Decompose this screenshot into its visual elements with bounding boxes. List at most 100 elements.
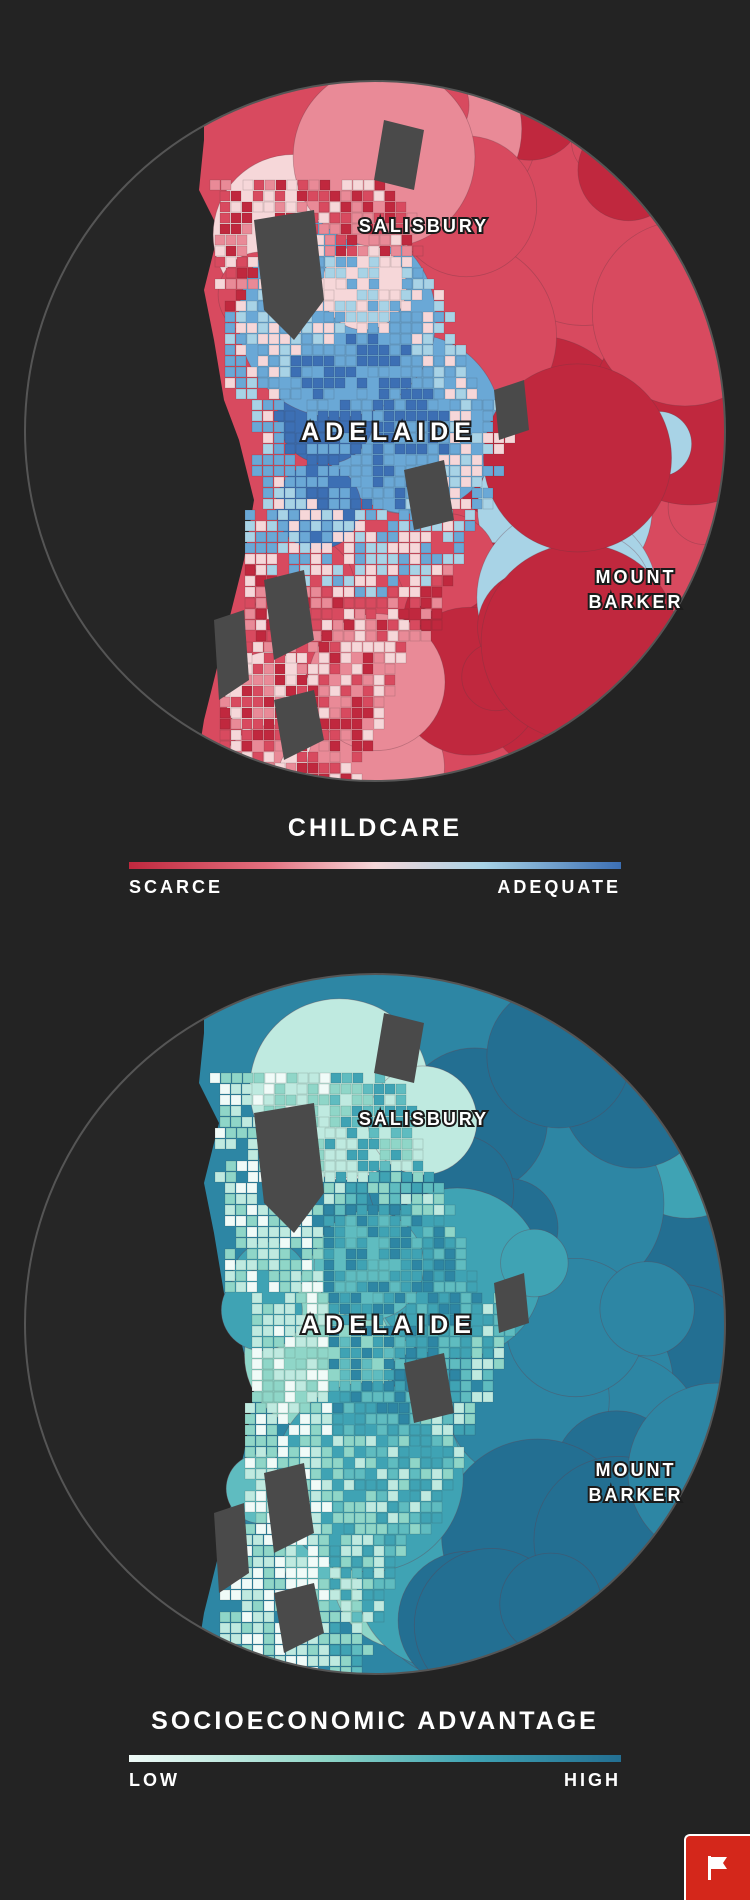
suburb-cell	[362, 729, 374, 741]
suburb-cell	[235, 300, 247, 312]
suburb-cell	[383, 1303, 395, 1315]
suburb-cell	[268, 366, 280, 378]
suburb-cell	[306, 487, 318, 499]
suburb-cell	[340, 201, 352, 213]
suburb-cell	[460, 1380, 472, 1392]
suburb-cell	[297, 179, 309, 191]
suburb-cell	[401, 245, 413, 257]
suburb-cell	[409, 531, 421, 543]
suburb-cell	[317, 1325, 329, 1337]
suburb-cell	[332, 630, 344, 642]
suburb-cell	[373, 1545, 385, 1557]
suburb-cell	[464, 1402, 476, 1414]
suburb-cell	[299, 1413, 311, 1425]
suburb-cell	[219, 1644, 231, 1656]
suburb-cell	[257, 322, 269, 334]
suburb-cell	[405, 399, 417, 411]
suburb-cell	[321, 1413, 333, 1425]
suburb-cell	[263, 1083, 275, 1095]
suburb-cell	[306, 1292, 318, 1304]
suburb-cell	[266, 1402, 278, 1414]
suburb-cell	[376, 1402, 388, 1414]
suburb-cell	[301, 366, 313, 378]
suburb-cell	[438, 410, 450, 422]
suburb-cell	[310, 597, 322, 609]
suburb-cell	[288, 1446, 300, 1458]
suburb-cell	[389, 388, 401, 400]
suburb-cell	[219, 1611, 231, 1623]
suburb-cell	[334, 1182, 346, 1194]
suburb-cell	[379, 1171, 391, 1183]
barker-label: BARKER	[588, 592, 683, 612]
legend-high-label: HIGH	[564, 1770, 621, 1790]
suburb-cell	[444, 388, 456, 400]
suburb-cell	[252, 1622, 264, 1634]
suburb-cell	[354, 1523, 366, 1535]
suburb-cell	[253, 179, 265, 191]
suburb-cell	[361, 1325, 373, 1337]
suburb-cell	[433, 388, 445, 400]
suburb-cell	[321, 597, 333, 609]
suburb-cell	[277, 509, 289, 521]
suburb-cell	[373, 1600, 385, 1612]
suburb-cell	[277, 1446, 289, 1458]
suburb-cell	[236, 278, 248, 290]
suburb-cell	[312, 1281, 324, 1293]
suburb-cell	[317, 1369, 329, 1381]
suburb-cell	[328, 465, 340, 477]
suburb-cell	[389, 1226, 401, 1238]
suburb-cell	[394, 443, 406, 455]
suburb-cell	[324, 1160, 336, 1172]
suburb-cell	[394, 421, 406, 433]
suburb-cell	[453, 1446, 465, 1458]
socioeconomic-map-svg: SALISBURY ADELAIDE MOUNT BARKER	[24, 973, 726, 1675]
suburb-cell	[389, 1270, 401, 1282]
suburb-cell	[318, 1083, 330, 1095]
suburb-cell	[329, 1655, 341, 1667]
suburb-cell	[321, 531, 333, 543]
suburb-cell	[433, 366, 445, 378]
suburb-cell	[398, 564, 410, 576]
suburb-cell	[340, 212, 352, 224]
suburb-cell	[390, 1160, 402, 1172]
suburb-cell	[395, 223, 407, 235]
suburb-cell	[329, 223, 341, 235]
suburb-cell	[295, 1325, 307, 1337]
suburb-cell	[373, 696, 385, 708]
suburb-cell	[285, 1666, 297, 1674]
suburb-cell	[296, 1644, 308, 1656]
suburb-cell	[284, 410, 296, 422]
suburb-cell	[284, 465, 296, 477]
suburb-cell	[224, 1204, 236, 1216]
suburb-cell	[362, 201, 374, 213]
suburb-cell	[340, 1600, 352, 1612]
suburb-cell	[368, 245, 380, 257]
suburb-cell	[285, 1556, 297, 1568]
suburb-cell	[262, 421, 274, 433]
suburb-cell	[329, 718, 341, 730]
suburb-cell	[378, 1204, 390, 1216]
suburb-cell	[279, 355, 291, 367]
suburb-cell	[284, 487, 296, 499]
suburb-cell	[263, 707, 275, 719]
suburb-cell	[241, 1633, 253, 1645]
suburb-cell	[323, 1193, 335, 1205]
suburb-cell	[343, 1402, 355, 1414]
suburb-cell	[367, 1215, 379, 1227]
suburb-cell	[387, 619, 399, 631]
suburb-cell	[351, 663, 363, 675]
suburb-cell	[241, 1116, 253, 1128]
suburb-cell	[346, 278, 358, 290]
report-flag-button[interactable]	[684, 1834, 750, 1900]
suburb-cell	[420, 1446, 432, 1458]
suburb-cell	[332, 1424, 344, 1436]
suburb-cell	[299, 1446, 311, 1458]
suburb-cell	[460, 432, 472, 444]
suburb-cell	[420, 1490, 432, 1502]
suburb-cell	[431, 553, 443, 565]
suburb-cell	[310, 1435, 322, 1447]
legend-title: SOCIOECONOMIC ADVANTAGE	[151, 1707, 599, 1735]
suburb-cell	[284, 476, 296, 488]
suburb-cell	[247, 1160, 259, 1172]
suburb-cell	[241, 212, 253, 224]
